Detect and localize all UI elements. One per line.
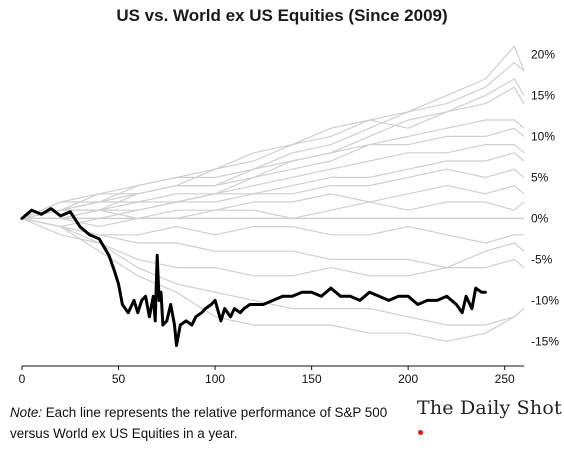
x-axis-ticks: 0 50 100 150 200 250 [19,366,515,386]
y-tick-label: 15% [531,88,555,102]
x-tick-label: 200 [398,372,418,386]
footnote: Note: Each line represents the relative … [10,402,390,444]
y-tick-label: -15% [531,334,559,348]
x-tick-label: 150 [302,372,322,386]
background-series-line-12 [21,217,525,269]
background-series-line-13 [21,217,525,277]
background-series-line-2 [21,61,525,219]
background-series-line-14 [21,217,525,326]
y-tick-label: -10% [531,293,559,307]
y-tick-label: 5% [531,170,549,184]
brand-dot-icon [418,430,423,435]
highlight-series-group [20,207,487,347]
line-chart: 0 50 100 150 200 250 20% 15% 10% 5% 0% -5% -10% -15% [19,45,559,386]
background-series-line-8 [21,168,525,228]
background-series-line-7 [21,152,525,219]
y-axis-ticks: 20% 15% 10% 5% 0% -5% -10% -15% [531,47,559,348]
background-series-line-3 [21,86,525,219]
background-series-line-5 [21,127,525,219]
x-tick-label: 250 [495,372,515,386]
background-series-line-16 [22,78,525,219]
background-series-line-11 [21,217,524,244]
x-tick-label: 0 [19,372,26,386]
background-series-line-15 [21,217,525,342]
y-tick-label: 10% [531,129,555,143]
background-series-line-6 [22,144,525,219]
y-tick-label: 20% [531,47,555,61]
y-tick-label: 0% [531,211,549,225]
chart-title: US vs. World ex US Equities (Since 2009) [116,6,448,25]
y-tick-label: -5% [531,252,553,266]
x-tick-label: 50 [112,372,126,386]
brand-text: The Daily Shot [417,397,562,419]
brand-logo: The Daily Shot [417,397,564,441]
x-tick-label: 100 [205,372,225,386]
footnote-text: Each line represents the relative perfor… [10,405,388,441]
footnote-label: Note: [10,405,43,420]
highlight-series-line [20,207,487,347]
background-series-line-1 [21,45,525,219]
background-series-line-9 [22,185,525,228]
